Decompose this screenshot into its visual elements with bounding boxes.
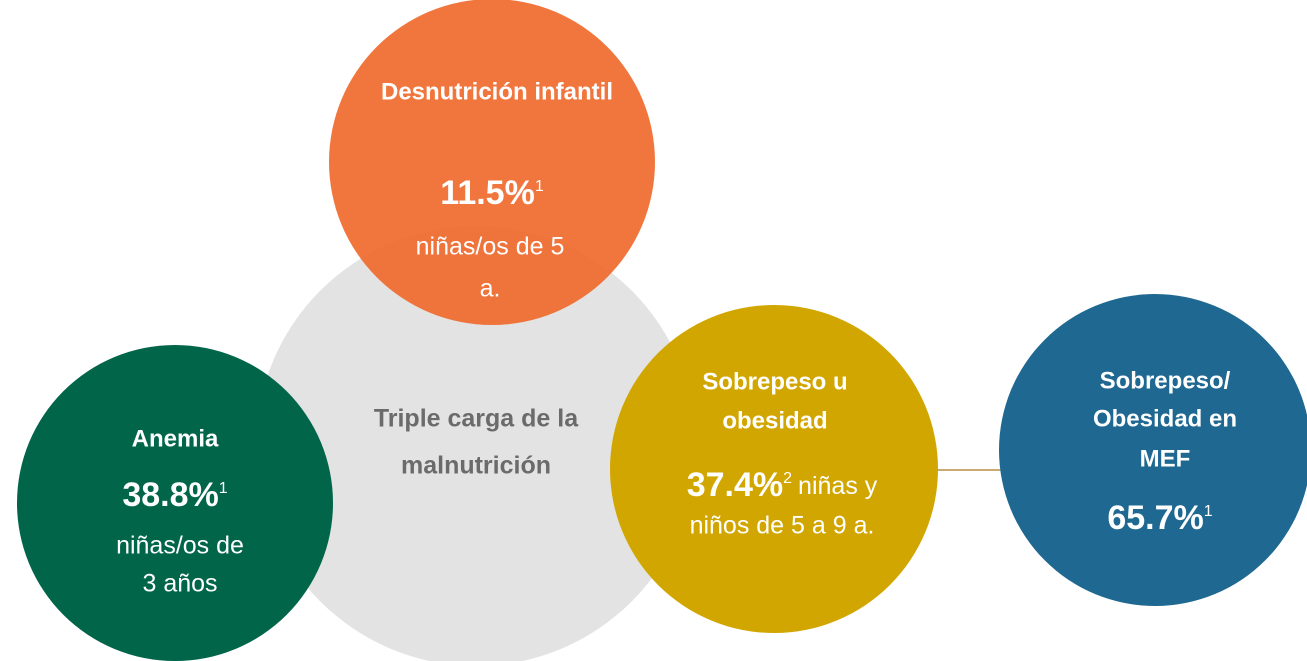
orange-circle <box>329 0 655 325</box>
node-value-line: 37.4%2 niñas y <box>687 466 878 504</box>
blue-circle <box>999 294 1307 606</box>
node-description: niñas/os de <box>116 532 244 560</box>
node-value: 37.4% <box>687 466 783 504</box>
node-value-line: 38.8%1 <box>122 476 227 514</box>
green-circle <box>17 345 333 661</box>
center-title: Triple carga de la <box>374 405 579 433</box>
node-value-line: 65.7%1 <box>1107 499 1212 537</box>
node-value: 38.8% <box>122 476 218 514</box>
node-description: niños de 5 a 9 a. <box>690 512 875 540</box>
node-note: 1 <box>1204 503 1213 520</box>
center-title: malnutrición <box>401 452 551 480</box>
node-description: a. <box>480 275 501 303</box>
node-note: 1 <box>219 480 228 497</box>
center-circle <box>256 226 696 661</box>
node-title: Sobrepeso/ <box>1100 367 1231 394</box>
node-value-line: 11.5%1 <box>440 174 544 212</box>
node-description: niñas/os de 5 <box>416 233 565 261</box>
node-title: obesidad <box>722 407 827 434</box>
node-description: niñas y <box>798 472 878 500</box>
node-description: 3 años <box>142 570 217 598</box>
node-title: Desnutrición infantil <box>381 78 613 105</box>
node-value: 65.7% <box>1107 499 1203 537</box>
node-note: 2 <box>783 470 792 487</box>
node-title: Anemia <box>132 425 219 452</box>
yellow-circle <box>610 305 938 633</box>
node-title: MEF <box>1140 445 1191 472</box>
node-value: 11.5% <box>440 174 535 212</box>
node-note: 1 <box>535 178 544 195</box>
node-title: Obesidad en <box>1093 405 1237 432</box>
node-title: Sobrepeso u <box>702 368 847 395</box>
